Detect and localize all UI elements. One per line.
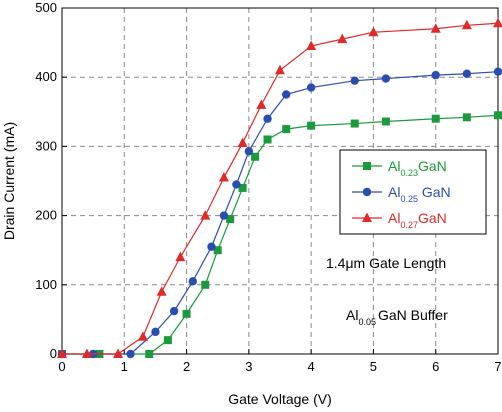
x-tick-label: 4 [308,359,315,374]
x-axis-label: Gate Voltage (V) [228,391,332,407]
data-point [337,33,348,44]
data-point [175,251,186,262]
buffer-annotation-main: Al [346,307,358,323]
series-line [62,71,499,355]
data-point [282,90,291,99]
data-point [381,117,390,126]
legend-marker [363,162,371,170]
data-point [350,119,359,128]
buffer-annotation-sub: 0.05 [358,317,376,327]
legend: Al0.23GaN Al0.25 GaN Al0.27GaN [339,149,487,235]
data-point [275,64,285,75]
legend-entry: Al0.23GaN [352,158,447,178]
data-point [368,26,379,37]
legend-marker [362,187,372,197]
x-tick-label: 2 [183,359,190,374]
y-tick-label: 0 [50,346,57,361]
data-point [493,17,502,28]
data-point [462,113,471,122]
data-point [81,348,92,358]
data-point [151,327,160,337]
legend-label: Al0.27GaN [388,210,447,230]
x-tick-label: 7 [494,359,501,374]
legend-label: Al0.23GaN [388,158,447,178]
data-point [145,350,154,358]
data-point [57,348,67,358]
data-point [263,135,272,144]
buffer-annotation: Al0.05 GaN Buffer [346,307,448,327]
data-point [251,152,260,161]
data-point [381,74,391,83]
legend-entry: Al0.25 GaN [352,184,451,204]
y-tick-label: 200 [35,208,57,223]
x-tick-label: 5 [370,359,377,374]
data-point [182,309,191,318]
data-point [213,246,222,255]
data-point [218,172,229,182]
x-tick-label: 0 [58,359,65,374]
legend-entry: Al0.27GaN [352,210,447,230]
data-point [137,331,148,341]
legend-label: Al0.25 GaN [388,184,451,204]
buffer-annotation-rest: GaN Buffer [378,307,448,323]
data-point [169,306,179,316]
data-point [113,348,124,358]
y-axis-label: Drain Current (mA) [1,122,17,240]
data-point [126,349,135,359]
x-tick-label: 6 [432,359,439,374]
legend-marker [362,212,372,222]
data-point [282,125,291,134]
data-point [431,70,440,80]
data-point [156,286,167,296]
data-point [200,210,211,220]
y-tick-label: 100 [35,277,57,292]
x-tick-label: 3 [245,359,252,374]
plot-frame [61,7,499,355]
data-point [493,67,502,76]
data-point [306,40,317,51]
data-point [219,211,229,220]
data-point [188,277,197,286]
data-series [57,17,502,359]
data-point [238,183,247,192]
data-point [306,83,316,92]
data-point [201,280,210,289]
data-point [431,114,440,123]
data-point [232,180,241,189]
data-point [350,76,359,85]
data-point [263,114,272,123]
data-point [163,336,172,345]
data-point [461,19,472,30]
data-point [226,215,235,224]
gate-length-annotation: 1.4μm Gate Length [326,255,446,271]
data-point [307,121,316,130]
series-0.27 [57,17,502,358]
data-point [462,69,472,78]
data-point [256,99,267,109]
data-point [494,111,502,120]
data-point [207,242,216,251]
data-point [244,147,254,156]
data-point [430,23,441,33]
data-point [237,137,248,147]
x-tick-label: 1 [121,359,128,374]
y-tick-label: 400 [35,69,57,84]
y-tick-label: 500 [35,0,57,15]
y-tick-label: 300 [35,138,57,153]
